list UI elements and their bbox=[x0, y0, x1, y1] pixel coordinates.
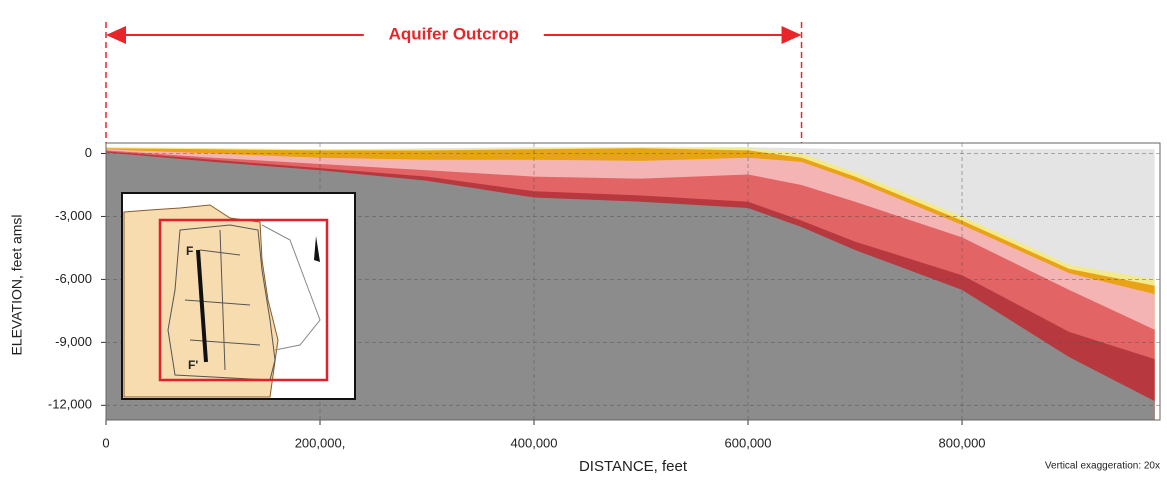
y-tick-label: 0 bbox=[85, 145, 92, 160]
section-label: F bbox=[186, 244, 193, 258]
y-tick-label: -9,000 bbox=[55, 334, 92, 349]
x-tick-label: 600,000 bbox=[725, 435, 772, 450]
x-tick-label: 0 bbox=[102, 435, 109, 450]
note: Vertical exaggeration: 20x bbox=[1045, 461, 1160, 472]
x-tick-label: 800,000 bbox=[939, 435, 986, 450]
x-tick-label: 200,000, bbox=[295, 435, 346, 450]
y-tick-label: -6,000 bbox=[55, 271, 92, 286]
arrow-head bbox=[106, 26, 126, 44]
y-axis-label: ELEVATION, feet amsl bbox=[9, 214, 25, 355]
y-tick-label: -12,000 bbox=[48, 397, 92, 412]
y-tick-label: -3,000 bbox=[55, 208, 92, 223]
annotation-label: Aquifer Outcrop bbox=[389, 24, 519, 43]
x-axis-label: DISTANCE, feet bbox=[579, 458, 688, 475]
arrow-head bbox=[782, 26, 802, 44]
inset-map: F F' bbox=[122, 193, 355, 399]
section-label: F' bbox=[188, 358, 198, 372]
x-tick-label: 400,000 bbox=[511, 435, 558, 450]
chart: ELEVATION, feet amsl DISTANCE, feet Vert… bbox=[0, 0, 1167, 483]
